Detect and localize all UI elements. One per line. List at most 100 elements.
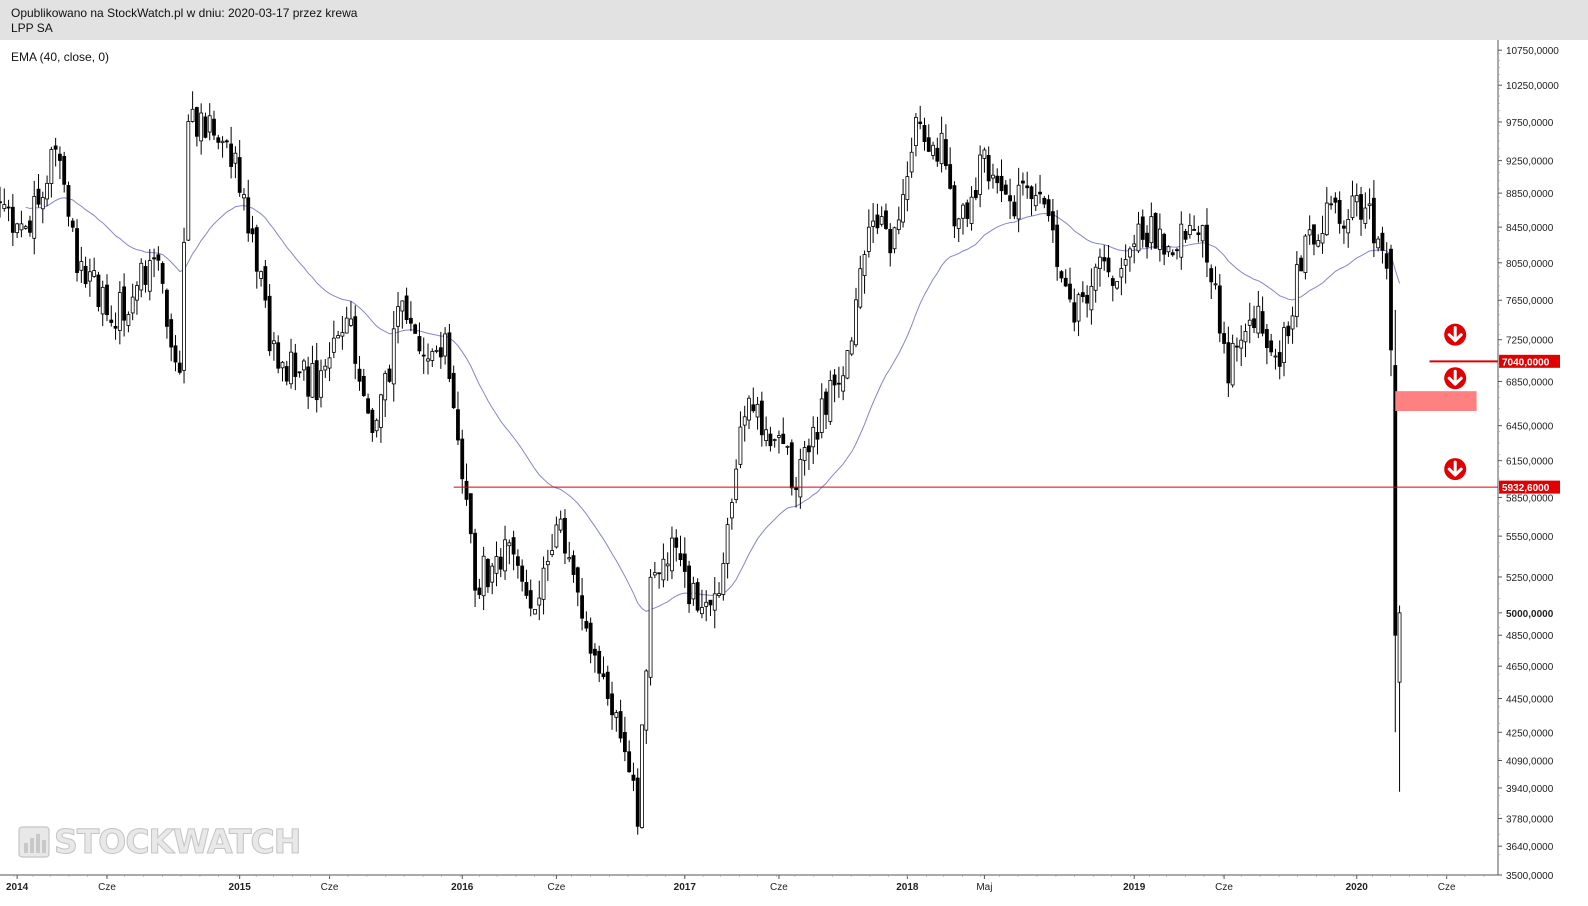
candle-body <box>866 226 871 252</box>
candle-body <box>1303 235 1308 274</box>
candle-body <box>721 563 726 595</box>
candle-body <box>1072 302 1077 323</box>
candle-body <box>1063 277 1068 287</box>
candle-body <box>1068 283 1072 300</box>
candle-body <box>1110 278 1115 286</box>
candle-body <box>1038 191 1042 195</box>
candle-body <box>1021 180 1025 184</box>
candle-body <box>777 435 781 438</box>
candle-body <box>528 590 533 609</box>
x-tick-label: Maj <box>976 882 992 893</box>
candle-body <box>926 137 931 152</box>
candle-body <box>661 558 666 581</box>
candle-body <box>113 326 118 329</box>
candle-body <box>494 556 499 574</box>
candle-body <box>1170 252 1175 256</box>
candle-body <box>1157 228 1162 250</box>
candle-body <box>1025 185 1030 189</box>
candle-body <box>383 373 388 401</box>
y-tick-label: 4090,0000 <box>1506 756 1554 767</box>
x-tick-label: Cze <box>98 882 116 893</box>
candle-body <box>1294 264 1299 317</box>
candle-body <box>841 375 846 392</box>
candle-body <box>1166 246 1171 253</box>
candle-body <box>254 227 259 272</box>
candle-body <box>1367 203 1372 207</box>
candle-body <box>704 601 709 607</box>
candle-body <box>640 724 644 828</box>
candle-body <box>1346 219 1351 234</box>
candle-body <box>1115 281 1119 289</box>
candle-body <box>892 227 897 250</box>
down-arrow-icon <box>1444 458 1467 481</box>
candle-body <box>340 332 345 337</box>
candle-body <box>1055 224 1060 267</box>
candle-body <box>246 197 251 234</box>
candle-body <box>1329 203 1333 206</box>
candle-body <box>601 673 606 678</box>
candle-body <box>1350 195 1355 218</box>
candle-body <box>554 524 559 548</box>
candle-body <box>593 648 597 656</box>
candle-body <box>674 537 679 548</box>
candle-body <box>652 572 657 576</box>
candle-body <box>66 185 71 217</box>
candle-body <box>1008 195 1012 202</box>
candle-body <box>1128 248 1132 258</box>
candle-body <box>443 333 448 357</box>
candle-body <box>481 555 486 597</box>
candle-body <box>70 220 75 228</box>
y-tick-label: 5250,0000 <box>1506 573 1554 584</box>
candle-body <box>1149 216 1154 244</box>
candle-body <box>379 394 383 428</box>
candle-body <box>755 403 760 418</box>
candle-body <box>1359 194 1363 220</box>
candle-body <box>58 153 62 161</box>
candle-body <box>1098 256 1102 269</box>
candle-body <box>507 542 512 547</box>
x-tick-label: Cze <box>548 882 566 893</box>
axis-layer: 10750,0000 10250,0000 9750,0000 9250,0000 88… <box>0 40 1559 893</box>
overlay-layer: 5932,6000 7040,0000 <box>453 323 1560 494</box>
candle-body <box>785 445 790 448</box>
candle-body <box>588 622 593 654</box>
candle-body <box>995 175 1000 184</box>
candle-body <box>1119 268 1124 278</box>
candle-body <box>708 599 713 606</box>
candle-body <box>1076 294 1081 322</box>
candle-body <box>888 228 893 254</box>
candle-body <box>165 289 169 327</box>
candle-body <box>511 537 516 555</box>
candle-body <box>729 502 734 519</box>
candle-body <box>550 550 555 555</box>
candle-body <box>122 286 127 321</box>
candle-body <box>772 439 777 441</box>
candle-body <box>815 432 820 440</box>
candle-body <box>922 125 927 142</box>
candle-body <box>665 563 670 567</box>
candle-body <box>618 711 623 739</box>
candle-body <box>700 607 704 615</box>
candle-body <box>571 555 576 575</box>
candle-body <box>969 196 974 224</box>
candle-body <box>918 121 923 125</box>
candle-body <box>1132 243 1137 247</box>
candle-body <box>858 268 863 308</box>
x-tick-label: Cze <box>1215 882 1233 893</box>
candle-body <box>875 214 880 229</box>
candle-body <box>272 340 276 345</box>
candle-body <box>182 242 186 371</box>
candle-body <box>734 468 739 500</box>
candle-body <box>789 442 794 489</box>
candle-body <box>297 371 302 374</box>
x-tick-label: 2014 <box>6 882 29 893</box>
candle-body <box>361 375 366 396</box>
candle-body <box>605 671 610 699</box>
published-note: Opublikowano na StockWatch.pl w dniu: 20… <box>11 6 358 20</box>
candle-body <box>978 154 983 195</box>
candle-body <box>357 368 362 382</box>
symbol-title: LPP SA <box>11 21 53 35</box>
candle-body <box>160 263 165 284</box>
y-tick-label: 7650,0000 <box>1506 296 1554 307</box>
candle-body <box>644 670 649 731</box>
